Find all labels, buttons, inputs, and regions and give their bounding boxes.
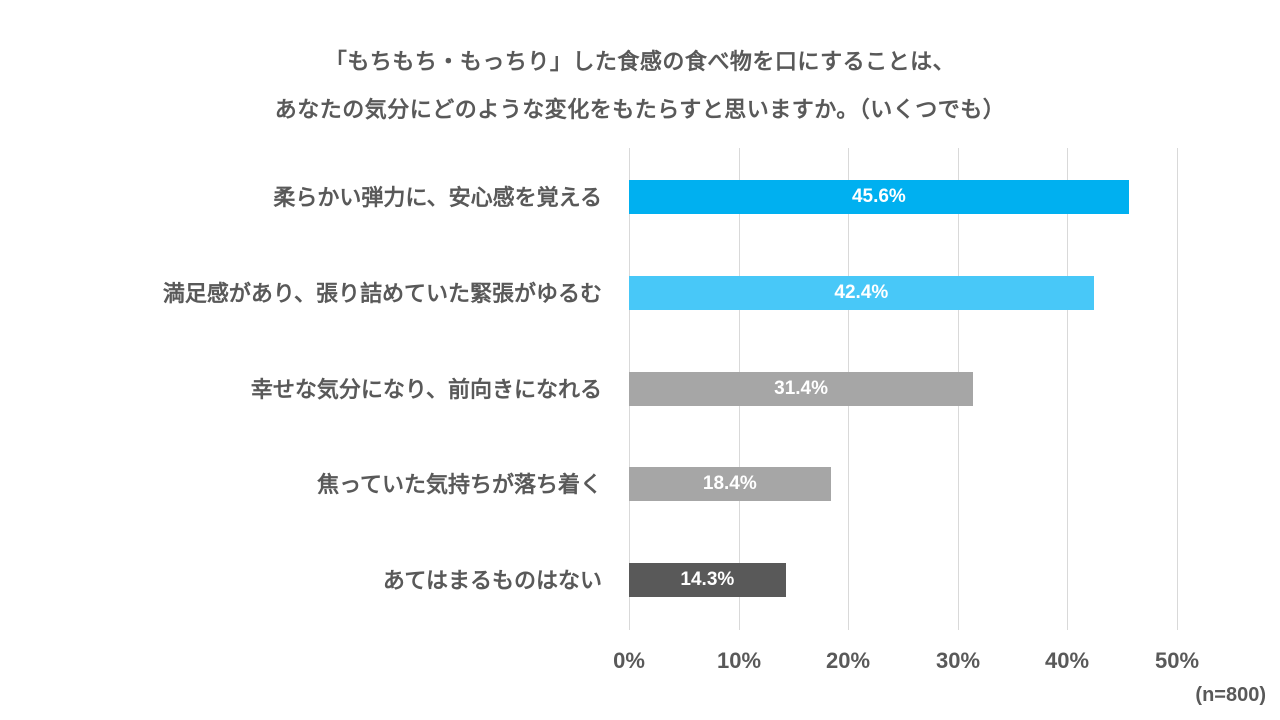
bar-label-2: 31.4% — [774, 378, 828, 399]
x-tick-30: 30% — [935, 648, 981, 673]
x-tick-50: 50% — [1154, 648, 1200, 673]
bar-0: 45.6% — [629, 180, 1129, 214]
x-tick-20: 20% — [825, 648, 871, 673]
bar-label-4: 14.3% — [680, 569, 735, 590]
chart-title-line-1: 「もちもち・もっちり」した食感の食べ物を口にすることは、 — [324, 50, 956, 75]
bar-1: 42.4% — [629, 276, 1094, 310]
plot-area: 45.6% 42.4% 31.4% 18.4% 14.3% — [629, 148, 1178, 630]
category-label-3: 焦っていた気持ちが落ち着く — [317, 473, 602, 498]
category-label-0: 柔らかい弾力に、安心感を覚える — [273, 186, 602, 211]
category-label-4: あてはまるものはない — [382, 569, 602, 594]
bar-4: 14.3% — [629, 563, 786, 597]
chart-title-line-2: あなたの気分にどのような変化をもたらすと思いますか。（いくつでも） — [274, 98, 1006, 123]
category-label-2: 幸せな気分になり、前向きになれる — [250, 378, 602, 403]
gridline-50 — [1177, 148, 1178, 630]
bar-label-0: 45.6% — [851, 186, 906, 207]
x-tick-10: 10% — [716, 648, 762, 673]
bar-2: 31.4% — [629, 372, 974, 406]
sample-size-note: (n=800) — [1195, 684, 1266, 706]
bar-3: 18.4% — [629, 467, 831, 501]
gridline-40 — [1067, 148, 1069, 630]
x-tick-40: 40% — [1044, 648, 1090, 673]
x-tick-0: 0% — [613, 648, 645, 673]
bar-label-1: 42.4% — [834, 282, 889, 303]
category-label-1: 満足感があり、張り詰めていた緊張がゆるむ — [162, 282, 602, 307]
bar-label-3: 18.4% — [702, 473, 757, 494]
